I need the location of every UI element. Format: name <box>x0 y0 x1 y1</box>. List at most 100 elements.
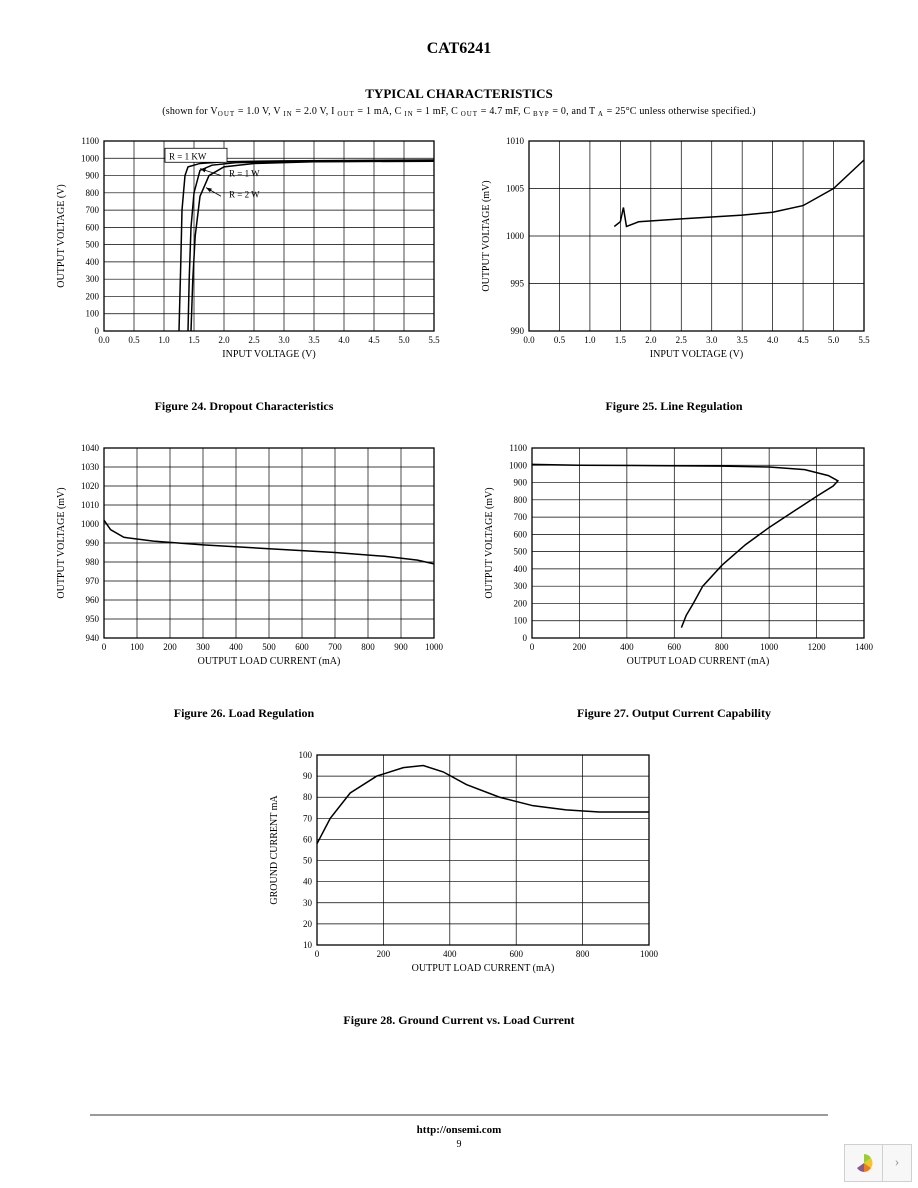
svg-text:1000: 1000 <box>640 949 659 959</box>
svg-text:INPUT VOLTAGE (V): INPUT VOLTAGE (V) <box>650 349 743 360</box>
svg-text:700: 700 <box>514 512 528 522</box>
section-title: TYPICAL CHARACTERISTICS <box>0 86 918 102</box>
svg-text:0: 0 <box>315 949 320 959</box>
svg-text:4.0: 4.0 <box>338 335 350 345</box>
fig26-caption: Figure 26. Load Regulation <box>44 706 444 721</box>
svg-text:0: 0 <box>95 326 100 336</box>
footer-rule <box>90 1114 828 1116</box>
svg-text:800: 800 <box>576 949 590 959</box>
svg-text:OUTPUT VOLTAGE (mV): OUTPUT VOLTAGE (mV) <box>56 487 67 598</box>
svg-text:OUTPUT LOAD CURRENT (mA): OUTPUT LOAD CURRENT (mA) <box>198 656 341 667</box>
svg-text:950: 950 <box>86 614 100 624</box>
svg-text:40: 40 <box>303 877 313 887</box>
svg-text:1.5: 1.5 <box>188 335 200 345</box>
chart-grid: 0.00.51.01.52.02.53.03.54.04.55.05.50100… <box>0 131 918 1028</box>
svg-text:300: 300 <box>514 581 528 591</box>
svg-text:600: 600 <box>295 642 309 652</box>
svg-text:60: 60 <box>303 834 313 844</box>
svg-text:R = 2 W: R = 2 W <box>229 189 260 199</box>
footer-page-number: 9 <box>0 1139 918 1150</box>
svg-text:OUTPUT LOAD CURRENT (mA): OUTPUT LOAD CURRENT (mA) <box>412 963 555 974</box>
svg-text:900: 900 <box>514 478 528 488</box>
svg-text:300: 300 <box>196 642 210 652</box>
svg-text:700: 700 <box>328 642 342 652</box>
svg-text:3.5: 3.5 <box>308 335 320 345</box>
svg-text:0: 0 <box>530 642 535 652</box>
svg-text:2.5: 2.5 <box>676 335 688 345</box>
fig25-caption: Figure 25. Line Regulation <box>474 399 874 414</box>
svg-text:970: 970 <box>86 576 100 586</box>
svg-text:200: 200 <box>377 949 391 959</box>
svg-text:200: 200 <box>514 598 528 608</box>
svg-text:600: 600 <box>86 222 100 232</box>
svg-text:R = 1 KW: R = 1 KW <box>169 151 207 161</box>
svg-text:990: 990 <box>511 326 525 336</box>
svg-text:5.5: 5.5 <box>428 335 440 345</box>
svg-text:0: 0 <box>102 642 107 652</box>
svg-text:4.0: 4.0 <box>767 335 779 345</box>
svg-text:400: 400 <box>514 564 528 574</box>
svg-text:OUTPUT LOAD CURRENT (mA): OUTPUT LOAD CURRENT (mA) <box>627 656 770 667</box>
svg-text:5.0: 5.0 <box>828 335 840 345</box>
svg-text:20: 20 <box>303 919 313 929</box>
svg-text:900: 900 <box>394 642 408 652</box>
svg-text:800: 800 <box>715 642 729 652</box>
svg-text:1005: 1005 <box>506 184 525 194</box>
svg-text:4.5: 4.5 <box>368 335 380 345</box>
svg-text:400: 400 <box>86 257 100 267</box>
svg-text:995: 995 <box>511 279 525 289</box>
svg-text:3.0: 3.0 <box>278 335 290 345</box>
svg-text:1010: 1010 <box>506 136 525 146</box>
svg-text:100: 100 <box>299 750 313 760</box>
svg-text:940: 940 <box>86 633 100 643</box>
svg-text:1000: 1000 <box>760 642 779 652</box>
svg-text:GROUND CURRENT mA: GROUND CURRENT mA <box>269 795 280 905</box>
svg-text:600: 600 <box>509 949 523 959</box>
svg-text:800: 800 <box>361 642 375 652</box>
svg-text:OUTPUT VOLTAGE (mV): OUTPUT VOLTAGE (mV) <box>484 487 495 598</box>
page-title: CAT6241 <box>0 0 918 58</box>
svg-text:400: 400 <box>229 642 243 652</box>
svg-text:OUTPUT VOLTAGE (V): OUTPUT VOLTAGE (V) <box>56 184 67 287</box>
svg-text:1100: 1100 <box>509 443 527 453</box>
svg-text:1100: 1100 <box>81 136 99 146</box>
svg-text:980: 980 <box>86 557 100 567</box>
svg-text:0.5: 0.5 <box>554 335 566 345</box>
svg-text:1000: 1000 <box>81 153 100 163</box>
conditions-line: (shown for VOUT = 1.0 V, V IN = 2.0 V, I… <box>0 106 918 117</box>
svg-text:90: 90 <box>303 771 313 781</box>
svg-text:2.0: 2.0 <box>218 335 230 345</box>
svg-text:0: 0 <box>523 633 528 643</box>
svg-text:OUTPUT VOLTAGE (mV): OUTPUT VOLTAGE (mV) <box>481 180 492 291</box>
svg-text:10: 10 <box>303 940 313 950</box>
footer-link[interactable]: http://onsemi.com <box>0 1124 918 1136</box>
fig26-cell: 0100200300400500600700800900100094095096… <box>44 438 444 721</box>
svg-text:1030: 1030 <box>81 462 100 472</box>
svg-text:500: 500 <box>514 547 528 557</box>
svg-text:1200: 1200 <box>808 642 827 652</box>
corner-widget[interactable]: › <box>844 1144 912 1182</box>
svg-text:0.0: 0.0 <box>98 335 110 345</box>
svg-text:800: 800 <box>86 188 100 198</box>
svg-text:200: 200 <box>86 291 100 301</box>
svg-text:400: 400 <box>620 642 634 652</box>
svg-text:500: 500 <box>86 240 100 250</box>
fig25-cell: 0.00.51.01.52.02.53.03.54.04.55.05.59909… <box>474 131 874 414</box>
svg-text:1000: 1000 <box>425 642 444 652</box>
svg-text:1020: 1020 <box>81 481 100 491</box>
fig28-cell: 02004006008001000102030405060708090100OU… <box>259 745 659 1028</box>
svg-text:600: 600 <box>668 642 682 652</box>
svg-text:1.0: 1.0 <box>584 335 596 345</box>
svg-text:1000: 1000 <box>81 519 100 529</box>
svg-text:1400: 1400 <box>855 642 874 652</box>
svg-text:1000: 1000 <box>506 231 525 241</box>
chevron-right-icon[interactable]: › <box>883 1145 911 1181</box>
svg-text:900: 900 <box>86 171 100 181</box>
svg-text:1.5: 1.5 <box>615 335 627 345</box>
svg-text:5.0: 5.0 <box>398 335 410 345</box>
svg-text:5.5: 5.5 <box>858 335 870 345</box>
svg-text:100: 100 <box>514 616 528 626</box>
svg-text:50: 50 <box>303 856 313 866</box>
svg-text:0.0: 0.0 <box>523 335 535 345</box>
svg-text:1000: 1000 <box>509 460 528 470</box>
